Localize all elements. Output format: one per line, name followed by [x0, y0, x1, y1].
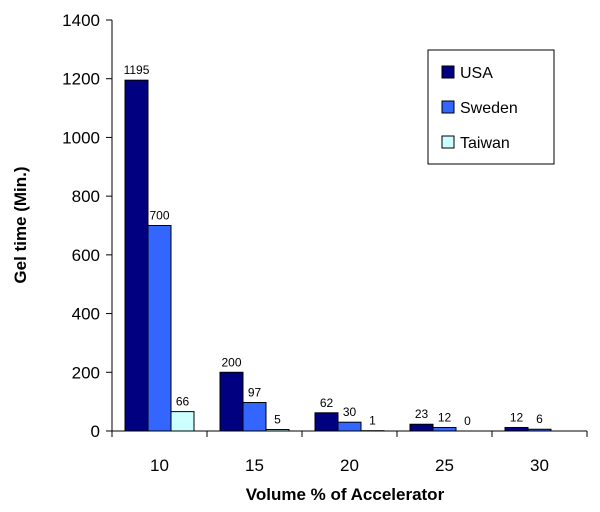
- data-label: 66: [176, 395, 190, 409]
- data-label: 12: [510, 410, 524, 424]
- x-tick-label: 25: [435, 456, 454, 475]
- y-tick-label: 200: [72, 363, 100, 382]
- y-axis-label: Gel time (Min.): [11, 166, 30, 283]
- bar-series: [124, 79, 552, 432]
- data-label: 700: [149, 209, 169, 223]
- legend-label-sweden: Sweden: [460, 100, 518, 117]
- bar-sweden-10: [147, 225, 172, 432]
- bar-usa-20: [314, 412, 339, 432]
- bar-sweden-20: [337, 421, 362, 432]
- bar-usa-15: [219, 371, 244, 432]
- y-tick-label: 0: [91, 422, 100, 441]
- legend-swatch-sweden: [441, 100, 455, 114]
- legend-label-taiwan: Taiwan: [460, 135, 510, 152]
- data-label: 1: [369, 414, 376, 428]
- data-label: 5: [274, 413, 281, 427]
- y-tick-label: 1000: [62, 128, 100, 147]
- bar-taiwan-15: [265, 429, 290, 432]
- data-label: 62: [320, 396, 334, 410]
- y-tick-label: 1200: [62, 70, 100, 89]
- bar-usa-30: [504, 426, 529, 432]
- data-label: 30: [343, 405, 357, 419]
- x-axis-ticks: 10 15 20 25 30: [111, 431, 588, 475]
- bar-usa-10: [124, 79, 149, 432]
- x-axis-label: Volume % of Accelerator: [246, 485, 445, 504]
- bar-sweden-25: [432, 426, 457, 432]
- y-tick-label: 1400: [62, 11, 100, 30]
- data-label: 97: [248, 386, 262, 400]
- x-tick-label: 15: [245, 456, 264, 475]
- y-axis-ticks: 0 200 400 600 800 1000 1200 1400: [62, 11, 112, 441]
- bar-sweden-30: [527, 428, 552, 432]
- data-label: 23: [415, 407, 429, 421]
- y-tick-label: 800: [72, 187, 100, 206]
- y-tick-label: 600: [72, 246, 100, 265]
- legend-swatch-taiwan: [441, 135, 455, 149]
- y-tick-label: 400: [72, 305, 100, 324]
- bar-sweden-15: [242, 402, 267, 432]
- bar-usa-25: [409, 423, 434, 432]
- x-tick-label: 30: [530, 456, 549, 475]
- data-label: 200: [221, 355, 241, 369]
- data-label: 0: [464, 414, 471, 428]
- data-label: 1195: [124, 63, 150, 77]
- data-label: 6: [536, 412, 543, 426]
- legend-label-usa: USA: [460, 65, 493, 82]
- legend: USA Sweden Taiwan: [427, 49, 555, 165]
- data-label: 12: [438, 410, 452, 424]
- x-tick-label: 20: [340, 456, 359, 475]
- x-tick-label: 10: [150, 456, 169, 475]
- bar-taiwan-10: [170, 411, 195, 432]
- legend-swatch-usa: [441, 65, 455, 79]
